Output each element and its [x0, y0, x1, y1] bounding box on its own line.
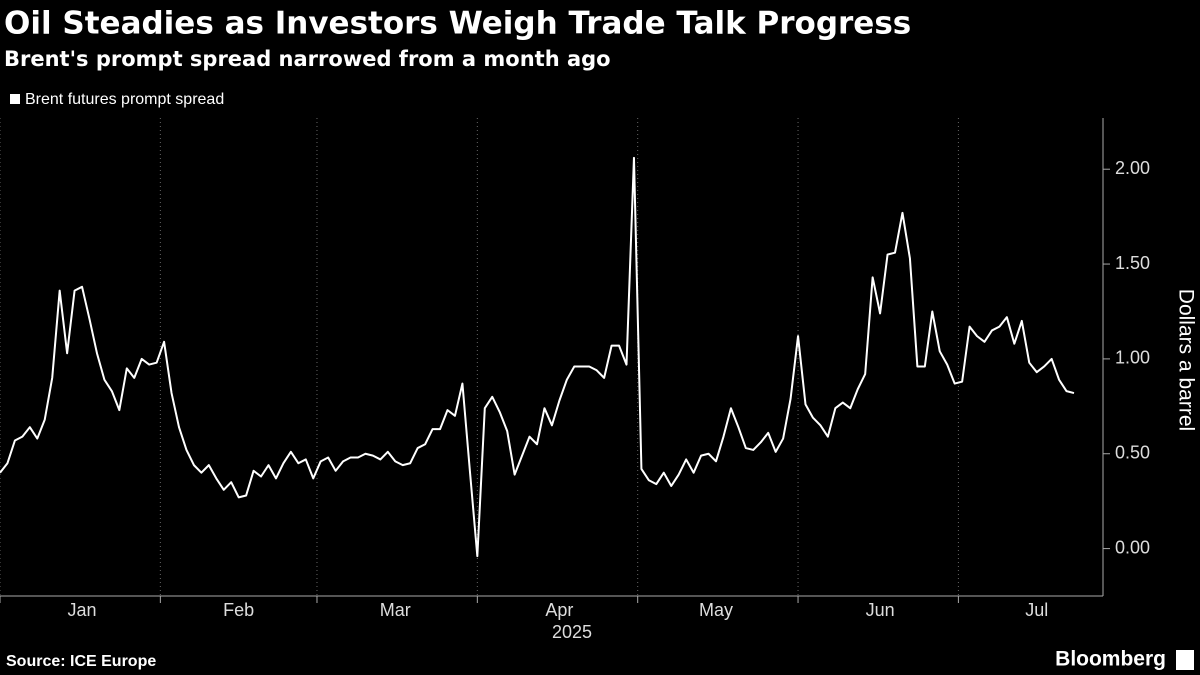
y-axis-label: Dollars a barrel [1174, 289, 1197, 431]
x-axis-label: 2025 [552, 622, 592, 642]
x-tick-label: Feb [223, 600, 254, 620]
y-tick-label: 0.00 [1115, 537, 1150, 557]
chart-subtitle: Brent's prompt spread narrowed from a mo… [4, 47, 611, 71]
y-tick-label: 0.50 [1115, 442, 1150, 462]
x-tick-label: Jul [1025, 600, 1048, 620]
x-tick-label: Jan [68, 600, 97, 620]
x-tick-label: Jun [866, 600, 895, 620]
brand-icon [1176, 650, 1194, 670]
legend-swatch [10, 94, 20, 104]
brand: Bloomberg [1055, 648, 1166, 671]
y-tick-label: 1.00 [1115, 348, 1150, 368]
line-series [0, 156, 1075, 558]
source: Source: ICE Europe [6, 653, 156, 670]
y-tick-label: 1.50 [1115, 253, 1150, 273]
legend-label: Brent futures prompt spread [25, 91, 224, 108]
x-tick-label: Mar [380, 600, 411, 620]
y-tick-label: 2.00 [1115, 158, 1150, 178]
x-tick-label: May [699, 600, 733, 620]
x-tick-label: Apr [545, 600, 573, 620]
chart-title: Oil Steadies as Investors Weigh Trade Ta… [4, 6, 911, 42]
